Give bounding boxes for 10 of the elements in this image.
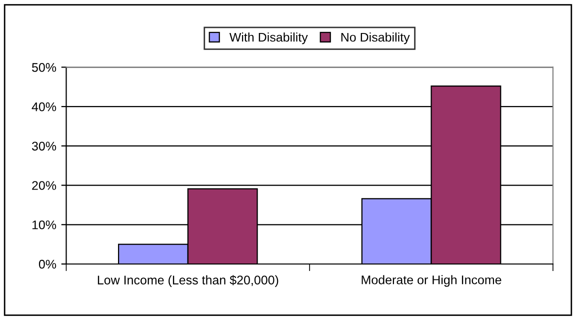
legend-label: No Disability bbox=[341, 32, 410, 44]
x-tick-label: Moderate or High Income bbox=[362, 275, 502, 287]
y-tick-label: 0% bbox=[38, 260, 56, 269]
y-tick-label: 20% bbox=[32, 181, 56, 190]
y-tick-label: 10% bbox=[32, 220, 56, 230]
x-tick-label: Low Income (Less than $20,000) bbox=[98, 275, 278, 287]
y-tick-label: 30% bbox=[32, 142, 56, 151]
y-tick-label: 50% bbox=[32, 63, 56, 72]
y-tick-label: 40% bbox=[32, 102, 56, 112]
legend-label: With Disability bbox=[229, 32, 308, 44]
